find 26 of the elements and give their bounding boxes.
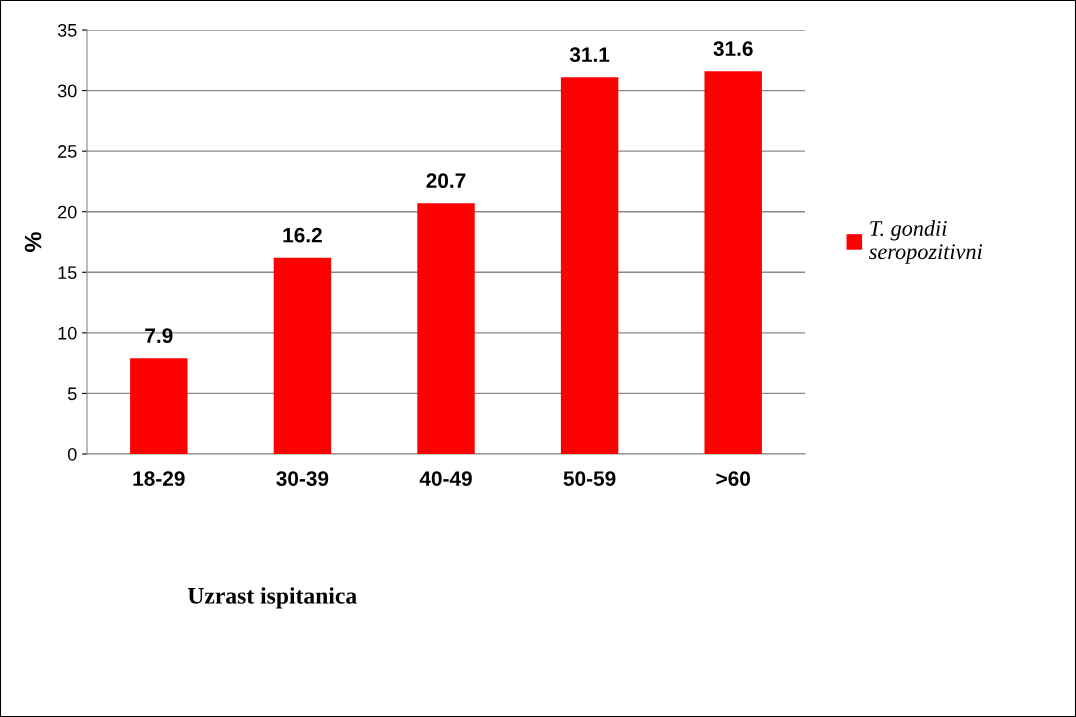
y-axis-title: % <box>24 232 42 252</box>
bar <box>130 358 188 454</box>
x-tick-label: 50-59 <box>563 471 616 486</box>
x-tick-label: >60 <box>716 471 751 486</box>
y-tick-label: 30 <box>57 84 77 98</box>
bar <box>560 77 619 454</box>
data-label: 7.9 <box>145 328 173 344</box>
x-tick-label: 30-39 <box>276 471 329 486</box>
data-label: 16.2 <box>283 227 322 243</box>
y-tick-label: 5 <box>67 387 77 401</box>
bar <box>704 71 762 454</box>
x-tick-label: 40-49 <box>419 471 472 486</box>
y-tick-label: 25 <box>58 145 77 158</box>
bar <box>273 257 332 454</box>
data-label: 20.7 <box>426 173 466 189</box>
x-axis-title: Uzrast ispitanica <box>187 587 357 609</box>
bar <box>417 203 475 454</box>
data-label: 31.6 <box>713 41 753 56</box>
y-tick-label: 35 <box>57 23 77 37</box>
x-tick-label: 18-29 <box>133 471 185 486</box>
legend-label: T. gondii seropozitivni <box>869 220 983 264</box>
y-tick-label: 15 <box>58 266 77 280</box>
y-tick-label: 10 <box>58 326 77 340</box>
y-tick-label: 20 <box>58 205 77 219</box>
y-tick-label: 0 <box>67 447 77 461</box>
data-label: 31.1 <box>569 47 610 63</box>
